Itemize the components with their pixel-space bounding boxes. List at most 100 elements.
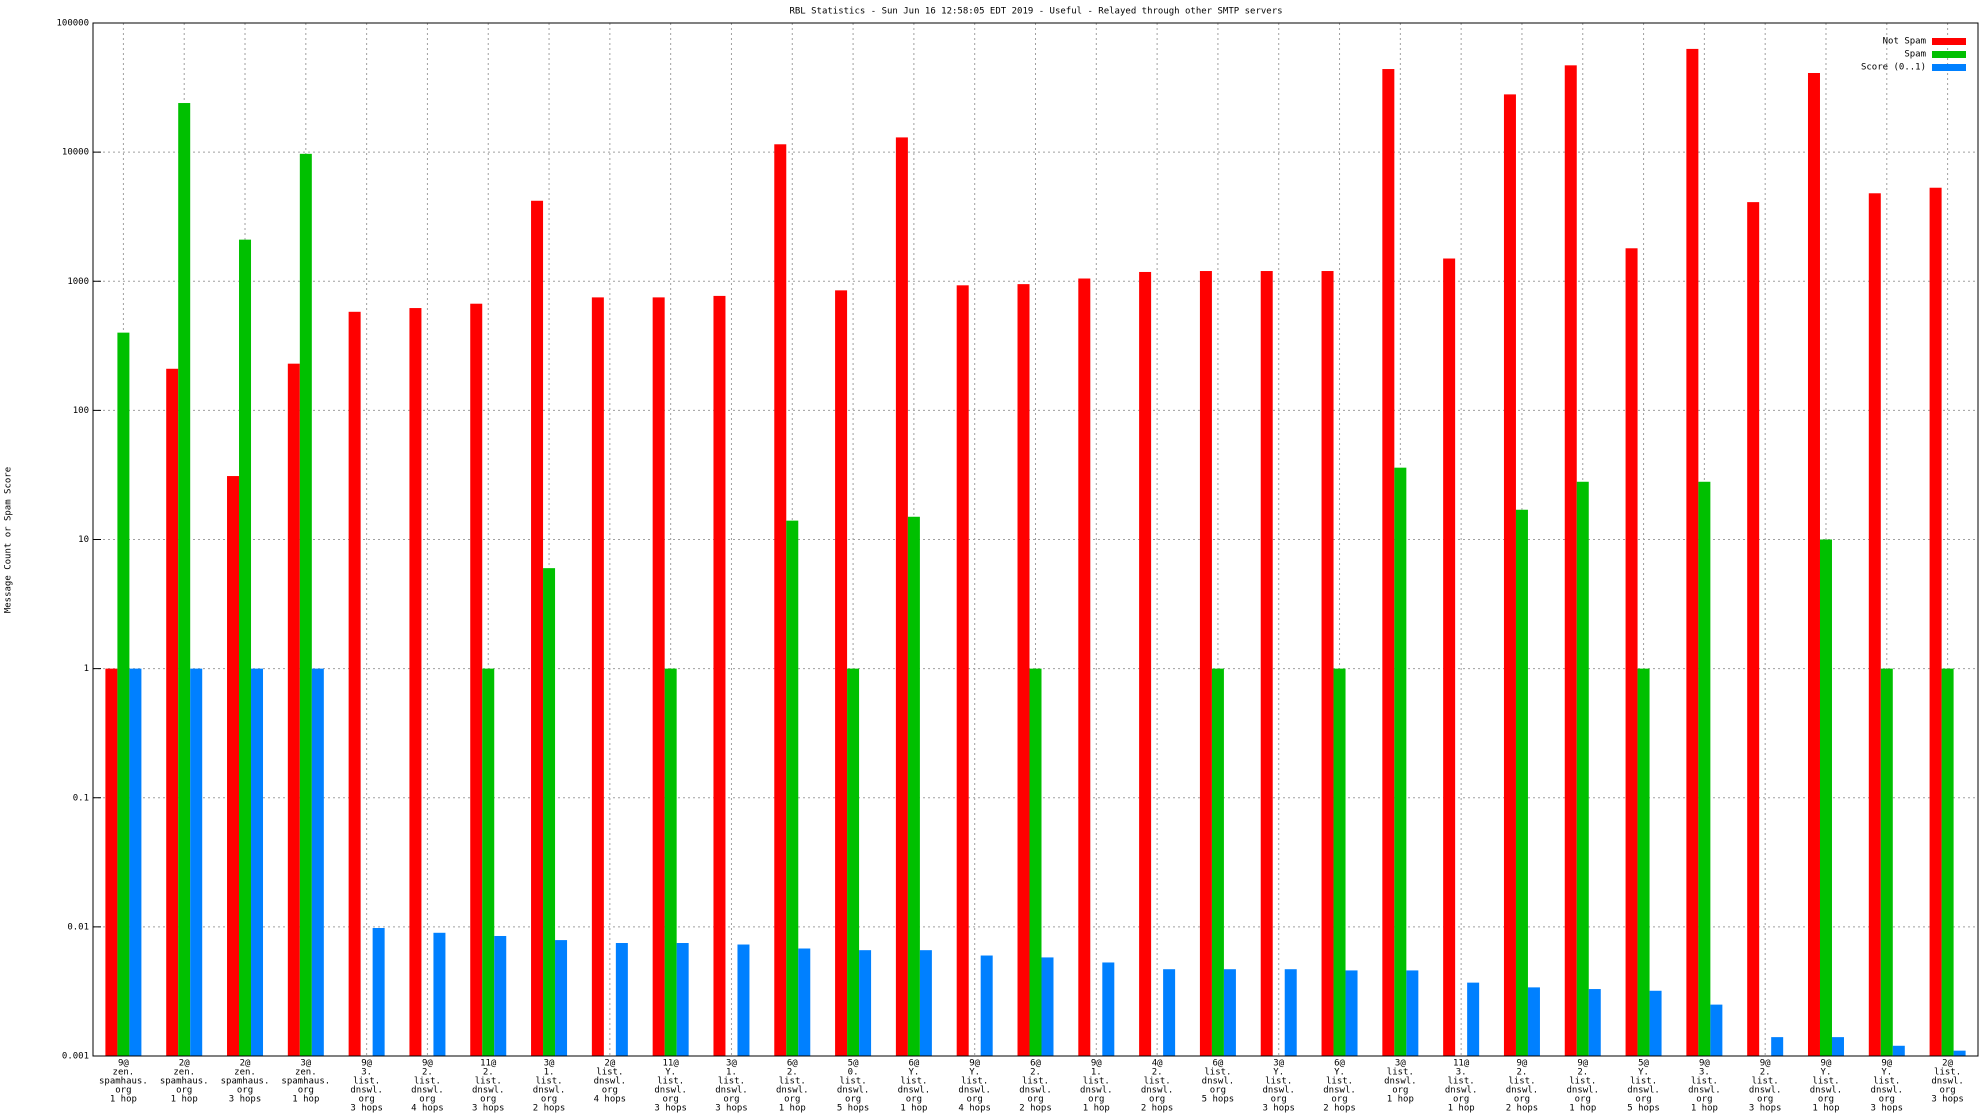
- x-tick-label: 1 hop: [171, 1095, 198, 1105]
- x-tick-label: list.: [596, 1068, 623, 1078]
- x-tick-label: org: [1635, 1095, 1651, 1105]
- x-tick-label: 3 hops: [472, 1104, 505, 1114]
- bar: [1017, 284, 1030, 1056]
- bar: [859, 950, 872, 1056]
- x-tick-label: Y.: [1638, 1068, 1649, 1078]
- bar: [433, 932, 446, 1056]
- x-tick-label: 3 hops: [1262, 1104, 1295, 1114]
- x-tick-label: 4@: [1152, 1059, 1163, 1069]
- x-tick-label: dnswl.: [1749, 1086, 1782, 1096]
- bar: [1382, 69, 1395, 1056]
- x-tick-label: dnswl.: [654, 1086, 687, 1096]
- x-tick-label: 2@: [240, 1059, 251, 1069]
- x-tick-label: dnswl.: [776, 1086, 809, 1096]
- bar: [1953, 1050, 1966, 1056]
- bar: [311, 668, 324, 1056]
- x-tick-label: list.: [1569, 1077, 1596, 1087]
- x-tick-label: 5 hops: [1627, 1104, 1660, 1114]
- x-tick-label: org: [1453, 1095, 1469, 1105]
- y-tick-label: 1: [84, 664, 89, 674]
- x-tick-label: 3 hops: [229, 1095, 262, 1105]
- x-tick-label: list.: [1448, 1077, 1475, 1087]
- x-tick-label: Y.: [908, 1068, 919, 1078]
- bar: [117, 332, 130, 1056]
- x-tick-label: dnswl.: [1202, 1077, 1235, 1087]
- x-tick-label: zen.: [234, 1068, 256, 1078]
- bar: [1029, 668, 1042, 1056]
- x-tick-label: 3.: [361, 1068, 372, 1078]
- x-tick-label: list.: [475, 1077, 502, 1087]
- x-tick-label: dnswl.: [1810, 1086, 1843, 1096]
- x-tick-label: 3.: [1699, 1068, 1710, 1078]
- bar: [737, 944, 750, 1056]
- x-tick-label: org: [1271, 1095, 1287, 1105]
- x-tick-label: 11@: [663, 1059, 680, 1069]
- bar: [1576, 481, 1589, 1056]
- x-tick-label: list.: [718, 1077, 745, 1087]
- x-tick-label: Y.: [1273, 1068, 1284, 1078]
- bar: [907, 516, 920, 1056]
- x-tick-label: dnswl.: [1323, 1086, 1356, 1096]
- bar: [676, 943, 689, 1056]
- x-tick-label: list.: [1630, 1077, 1657, 1087]
- x-tick-label: 4 hops: [958, 1104, 991, 1114]
- x-tick-label: list.: [1326, 1077, 1353, 1087]
- bar: [1345, 970, 1358, 1056]
- x-tick-label: dnswl.: [1019, 1086, 1052, 1096]
- x-tick-label: org: [176, 1086, 192, 1096]
- x-tick-label: 6@: [1334, 1059, 1345, 1069]
- x-tick-label: 2.: [483, 1068, 494, 1078]
- x-tick-label: 9@: [1699, 1059, 1710, 1069]
- x-tick-label: spamhaus.: [99, 1077, 148, 1087]
- x-tick-label: org: [845, 1095, 861, 1105]
- x-tick-label: list.: [779, 1077, 806, 1087]
- x-tick-label: org: [602, 1086, 618, 1096]
- x-tick-label: dnswl.: [533, 1086, 566, 1096]
- x-tick-label: 2.: [422, 1068, 433, 1078]
- bar: [178, 103, 191, 1057]
- bar: [1102, 962, 1115, 1056]
- x-tick-label: 3.: [1456, 1068, 1467, 1078]
- x-tick-label: Y.: [969, 1068, 980, 1078]
- x-tick-label: zen.: [295, 1068, 317, 1078]
- x-tick-label: 5 hops: [1202, 1095, 1235, 1105]
- x-tick-label: dnswl.: [350, 1086, 383, 1096]
- x-tick-label: org: [784, 1095, 800, 1105]
- x-tick-label: 6@: [1030, 1059, 1041, 1069]
- bar: [798, 948, 811, 1056]
- x-tick-label: org: [358, 1095, 374, 1105]
- x-tick-label: 1 hop: [1448, 1104, 1475, 1114]
- x-tick-label: 5 hops: [837, 1104, 870, 1114]
- x-tick-label: 1 hop: [1569, 1104, 1596, 1114]
- x-tick-label: 3@: [726, 1059, 737, 1069]
- bar: [1503, 94, 1516, 1056]
- bar: [555, 940, 568, 1056]
- x-tick-label: spamhaus.: [160, 1077, 209, 1087]
- x-tick-label: 11@: [480, 1059, 497, 1069]
- x-tick-label: 9@: [1091, 1059, 1102, 1069]
- x-tick-label: dnswl.: [898, 1086, 931, 1096]
- bar: [835, 290, 848, 1056]
- x-tick-label: 2 hops: [1141, 1104, 1174, 1114]
- x-tick-label: list.: [1691, 1077, 1718, 1087]
- x-tick-label: org: [1088, 1095, 1104, 1105]
- bar: [1807, 72, 1820, 1057]
- x-tick-label: list.: [414, 1077, 441, 1087]
- y-tick-label: 10: [78, 535, 89, 545]
- bar: [1260, 271, 1273, 1056]
- x-tick-label: 1.: [726, 1068, 737, 1078]
- y-tick-label: 0.001: [62, 1052, 89, 1062]
- x-tick-label: 6@: [908, 1059, 919, 1069]
- x-tick-label: dnswl.: [1262, 1086, 1295, 1096]
- x-tick-label: 1 hop: [1691, 1104, 1718, 1114]
- x-tick-label: org: [1696, 1095, 1712, 1105]
- bar: [1637, 668, 1650, 1056]
- y-tick-label: 1000: [67, 277, 89, 287]
- x-tick-label: org: [419, 1095, 435, 1105]
- bar: [1698, 481, 1711, 1056]
- x-tick-label: spamhaus.: [221, 1077, 270, 1087]
- x-tick-label: org: [906, 1095, 922, 1105]
- x-tick-label: org: [1210, 1086, 1226, 1096]
- x-tick-label: 6@: [787, 1059, 798, 1069]
- x-tick-label: list.: [353, 1077, 380, 1087]
